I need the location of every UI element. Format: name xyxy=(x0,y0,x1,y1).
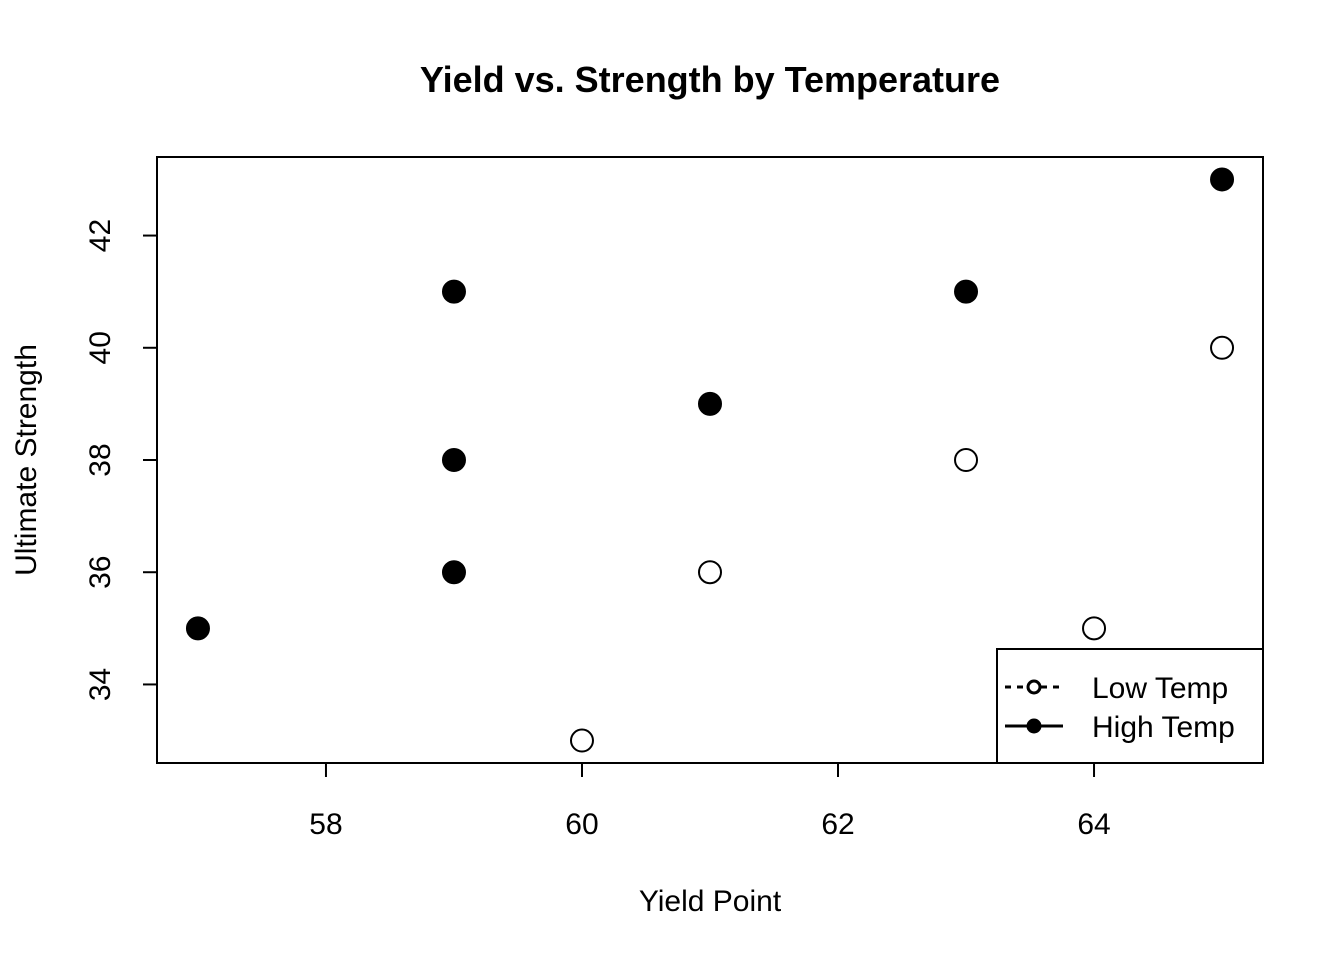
high-temp-point xyxy=(441,560,466,585)
low-temp-point xyxy=(1210,335,1235,360)
y-tick-label: 34 xyxy=(84,668,117,701)
legend-marker-low-temp xyxy=(1026,679,1042,695)
low-temp-point xyxy=(954,448,979,472)
legend-marker-high-temp xyxy=(1026,718,1042,734)
y-axis: 34 36 38 40 42 xyxy=(84,219,157,701)
y-tick-label: 42 xyxy=(84,219,117,252)
legend-box xyxy=(996,648,1264,764)
y-tick-label: 36 xyxy=(84,556,117,589)
high-temp-point xyxy=(1210,167,1235,192)
x-tick-label: 60 xyxy=(565,808,598,841)
data-points xyxy=(185,167,1235,753)
x-axis: 58 60 62 64 xyxy=(309,763,1111,841)
high-temp-point xyxy=(185,616,210,641)
x-tick-label: 62 xyxy=(821,808,854,841)
y-tick-label: 40 xyxy=(84,331,117,364)
y-tick-label: 38 xyxy=(84,443,117,476)
low-temp-point xyxy=(569,728,594,753)
y-axis-label: Ultimate Strength xyxy=(10,344,43,576)
high-temp-point xyxy=(698,391,722,416)
legend-label-low-temp: Low Temp xyxy=(1092,672,1228,705)
high-temp-point xyxy=(441,279,466,304)
chart-title: Yield vs. Strength by Temperature xyxy=(420,59,1000,100)
legend-label-high-temp: High Temp xyxy=(1092,711,1235,744)
low-temp-point xyxy=(1082,616,1107,641)
high-temp-point xyxy=(954,279,979,304)
x-tick-label: 64 xyxy=(1077,808,1110,841)
low-temp-point xyxy=(698,560,722,585)
high-temp-point xyxy=(441,448,466,472)
x-tick-label: 58 xyxy=(309,808,342,841)
x-axis-label: Yield Point xyxy=(639,885,782,918)
legend: Low Temp High Temp xyxy=(996,648,1264,764)
